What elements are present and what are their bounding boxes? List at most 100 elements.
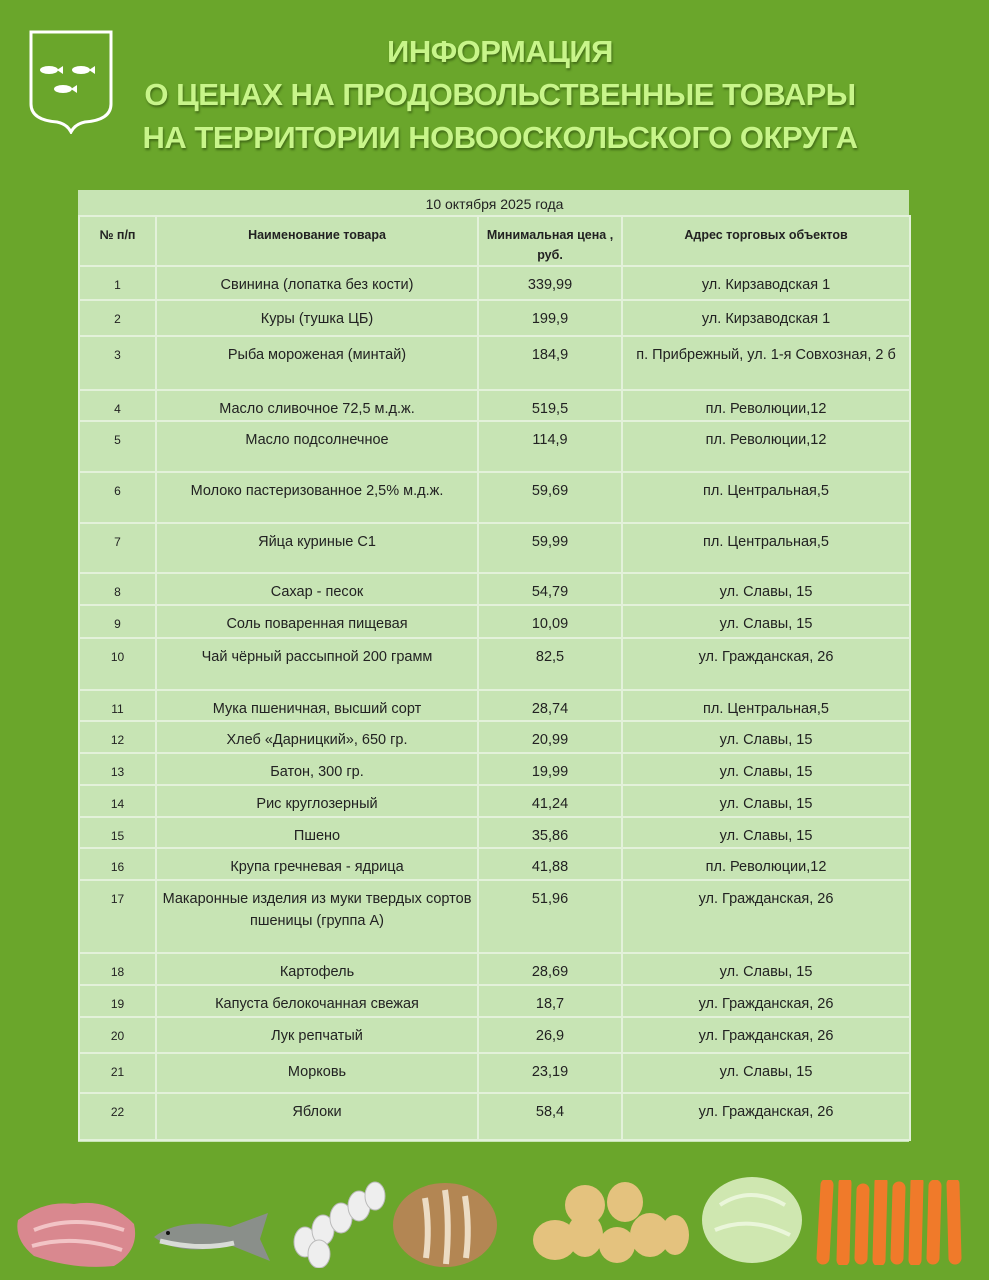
row-number: 8 (78, 572, 157, 606)
min-price: 18,7 (477, 984, 623, 1018)
store-address: пл. Центральная,5 (620, 689, 912, 722)
row-number: 7 (78, 522, 157, 574)
row-number: 14 (78, 784, 157, 818)
store-address: ул. Славы, 15 (620, 572, 912, 606)
row-number: 16 (78, 847, 157, 881)
store-address: ул. Гражданская, 26 (620, 1092, 912, 1141)
product-name: Батон, 300 гр. (155, 752, 479, 786)
store-address: ул. Славы, 15 (620, 816, 912, 849)
row-number: 20 (78, 1016, 157, 1054)
table-row: 8 Сахар - песок 54,79 ул. Славы, 15 (78, 572, 912, 606)
min-price: 41,88 (477, 847, 623, 881)
product-name: Куры (тушка ЦБ) (155, 299, 479, 337)
product-name: Свинина (лопатка без кости) (155, 265, 479, 301)
table-row: 1 Свинина (лопатка без кости) 339,99 ул. Ки… (78, 265, 912, 301)
product-name: Молоко пастеризованное 2,5% м.д.ж. (155, 471, 479, 524)
store-address: ул. Славы, 15 (620, 720, 912, 754)
row-number: 17 (78, 879, 157, 954)
min-price: 59,69 (477, 471, 623, 524)
table-row: 22 Яблоки 58,4 ул. Гражданская, 26 (78, 1092, 912, 1141)
min-price: 184,9 (477, 335, 623, 391)
store-address: ул. Гражданская, 26 (620, 1016, 912, 1054)
product-name: Крупа гречневая - ядрица (155, 847, 479, 881)
store-address: ул. Гражданская, 26 (620, 637, 912, 691)
product-name: Яйца куриные С1 (155, 522, 479, 574)
column-header-price: Минимальная цена , руб. (477, 215, 623, 267)
product-name: Картофель (155, 952, 479, 986)
min-price: 35,86 (477, 816, 623, 849)
min-price: 20,99 (477, 720, 623, 754)
product-name: Чай чёрный рассыпной 200 грамм (155, 637, 479, 691)
min-price: 82,5 (477, 637, 623, 691)
store-address: пл. Революции,12 (620, 389, 912, 422)
min-price: 10,09 (477, 604, 623, 639)
price-table: 10 октября 2025 года № п/п Наименование … (78, 190, 912, 1142)
min-price: 23,19 (477, 1052, 623, 1094)
product-name: Масло сливочное 72,5 м.д.ж. (155, 389, 479, 422)
column-header-number: № п/п (78, 215, 157, 267)
table-row: 11 Мука пшеничная, высший сорт 28,74 пл. Це… (78, 689, 912, 722)
row-number: 10 (78, 637, 157, 691)
title-line: ИНФОРМАЦИЯ (387, 34, 613, 69)
table-row: 20 Лук репчатый 26,9 ул. Гражданская, 26 (78, 1016, 912, 1054)
store-address: ул. Кирзаводская 1 (620, 265, 912, 301)
table-row: 16 Крупа гречневая - ядрица 41,88 пл. Револ… (78, 847, 912, 881)
table-row: 10 Чай чёрный рассыпной 200 грамм 82,5 ул. … (78, 637, 912, 691)
food-images (0, 1170, 989, 1270)
table-row: 19 Капуста белокочанная свежая 18,7 ул. Гра… (78, 984, 912, 1018)
product-name: Лук репчатый (155, 1016, 479, 1054)
title-line: НА ТЕРРИТОРИИ НОВООСКОЛЬСКОГО ОКРУГА (142, 120, 858, 155)
store-address: п. Прибрежный, ул. 1-я Совхозная, 2 б (620, 335, 912, 391)
row-number: 12 (78, 720, 157, 754)
table-row: 4 Масло сливочное 72,5 м.д.ж. 519,5 пл. Рев… (78, 389, 912, 422)
row-number: 19 (78, 984, 157, 1018)
min-price: 59,99 (477, 522, 623, 574)
store-address: пл. Революции,12 (620, 420, 912, 473)
title-line: О ЦЕНАХ НА ПРОДОВОЛЬСТВЕННЫЕ ТОВАРЫ (144, 77, 856, 112)
min-price: 58,4 (477, 1092, 623, 1141)
store-address: ул. Славы, 15 (620, 1052, 912, 1094)
row-number: 15 (78, 816, 157, 849)
row-number: 1 (78, 265, 157, 301)
carrots-image (816, 1180, 962, 1265)
product-name: Капуста белокочанная свежая (155, 984, 479, 1018)
product-name: Рис круглозерный (155, 784, 479, 818)
table-row: 15 Пшено 35,86 ул. Славы, 15 (78, 816, 912, 849)
column-header-name: Наименование товара (155, 215, 479, 267)
min-price: 41,24 (477, 784, 623, 818)
min-price: 339,99 (477, 265, 623, 301)
min-price: 51,96 (477, 879, 623, 954)
eggs-image (293, 1181, 386, 1268)
table-row: 2 Куры (тушка ЦБ) 199,9 ул. Кирзаводская 1 (78, 299, 912, 337)
table-date: 10 октября 2025 года (79, 190, 911, 217)
table-row: 7 Яйца куриные С1 59,99 пл. Центральная,5 (78, 522, 912, 574)
row-number: 13 (78, 752, 157, 786)
row-number: 21 (78, 1052, 157, 1094)
table-row: 17 Макаронные изделия из муки твердых сор… (78, 879, 912, 954)
product-name: Сахар - песок (155, 572, 479, 606)
min-price: 519,5 (477, 389, 623, 422)
store-address: ул. Славы, 15 (620, 952, 912, 986)
store-address: ул. Славы, 15 (620, 752, 912, 786)
store-address: пл. Центральная,5 (620, 471, 912, 524)
table-row: 21 Морковь 23,19 ул. Славы, 15 (78, 1052, 912, 1094)
page-title: ИНФОРМАЦИЯ О ЦЕНАХ НА ПРОДОВОЛЬСТВЕННЫЕ … (60, 30, 940, 159)
min-price: 54,79 (477, 572, 623, 606)
bread-image (393, 1183, 497, 1267)
product-name: Хлеб «Дарницкий», 650 гр. (155, 720, 479, 754)
meat-image (17, 1202, 136, 1267)
store-address: ул. Славы, 15 (620, 784, 912, 818)
table-row: 5 Масло подсолнечное 114,9 пл. Революции,12 (78, 420, 912, 473)
table-row: 12 Хлеб «Дарницкий», 650 гр. 20,99 ул. Слав… (78, 720, 912, 754)
product-name: Макаронные изделия из муки твердых сорто… (155, 879, 479, 954)
row-number: 3 (78, 335, 157, 391)
product-name: Яблоки (155, 1092, 479, 1141)
row-number: 2 (78, 299, 157, 337)
product-name: Мука пшеничная, высший сорт (155, 689, 479, 722)
store-address: пл. Центральная,5 (620, 522, 912, 574)
store-address: ул. Гражданская, 26 (620, 879, 912, 954)
store-address: пл. Революции,12 (620, 847, 912, 881)
row-number: 9 (78, 604, 157, 639)
product-name: Соль поваренная пищевая (155, 604, 479, 639)
table-row: 13 Батон, 300 гр. 19,99 ул. Славы, 15 (78, 752, 912, 786)
